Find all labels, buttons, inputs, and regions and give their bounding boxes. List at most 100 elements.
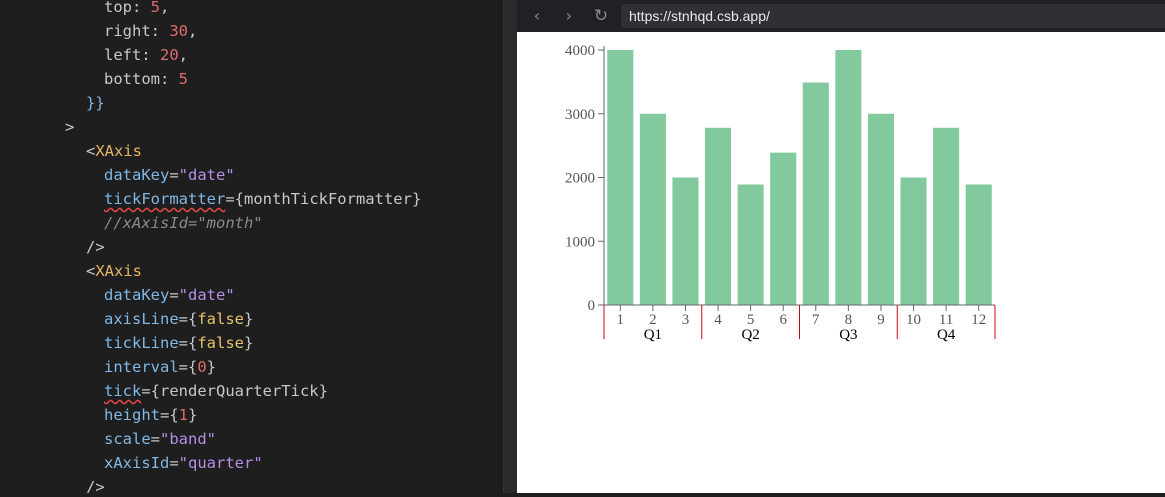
code-token: < (86, 262, 96, 280)
x-tick-label: 7 (812, 312, 820, 328)
bar (965, 184, 992, 305)
code-token: = (150, 430, 161, 448)
code-token: tickLine (104, 334, 179, 352)
bar (737, 184, 764, 305)
bar (770, 152, 797, 305)
x-tick-label: 10 (906, 312, 921, 328)
code-token: , (188, 22, 198, 40)
code-line[interactable]: > (65, 115, 74, 139)
x-tick-label: 6 (779, 312, 787, 328)
code-token: ={renderQuarterTick} (141, 382, 328, 400)
code-token: false (197, 310, 244, 328)
code-token: = (169, 166, 179, 184)
bar (607, 50, 634, 305)
code-token: //xAxisId="month" (104, 214, 263, 232)
bar (639, 113, 666, 305)
code-token: scale (104, 430, 151, 448)
x-tick-label: 5 (747, 312, 755, 328)
code-token: , (160, 0, 170, 16)
code-token: interval (104, 358, 179, 376)
bar (933, 127, 960, 306)
code-token: > (65, 118, 75, 136)
x-tick-label: 2 (649, 312, 657, 328)
code-line[interactable]: dataKey="date" (104, 163, 235, 187)
x-tick-label: 9 (877, 312, 885, 328)
code-line[interactable]: interval={0} (104, 355, 216, 379)
editor-scrollbar[interactable] (503, 0, 518, 493)
reload-icon[interactable]: ↻ (593, 6, 609, 26)
chart-area: 0 1000 2000 3000 4000 1 2 3 4 5 6 7 8 9 10 11 12 Q1 Q2 Q3 Q4 (517, 32, 1165, 493)
bar (900, 177, 927, 305)
code-token: } (244, 310, 254, 328)
code-token: ={monthTickFormatter} (225, 190, 422, 208)
code-token: , (178, 46, 189, 64)
y-tick-label: 0 (588, 298, 596, 314)
y-tick-label: 3000 (565, 107, 595, 123)
code-line[interactable]: tickLine={false} (104, 331, 253, 355)
code-line[interactable]: <XAxis (86, 139, 142, 163)
code-token: } (244, 334, 254, 352)
code-token: dataKey (104, 286, 170, 304)
code-token: axisLine (104, 310, 179, 328)
x-tick-label: 3 (682, 312, 690, 328)
bar (835, 50, 862, 305)
code-line[interactable]: tickFormatter={monthTickFormatter} (104, 187, 421, 211)
browser-preview: ‹ › ↻ https://stnhqd.csb.app/ 0 1000 2000 3… (517, 0, 1165, 493)
code-line[interactable]: }} (86, 91, 105, 115)
code-token: 1 (178, 406, 189, 424)
bar (802, 82, 829, 305)
code-token: /> (86, 238, 105, 256)
code-editor[interactable]: top: 5, right: 30, left: 20, bottom: 5}} > <X… (0, 0, 503, 493)
code-line[interactable]: xAxisId="quarter" (104, 451, 263, 475)
code-line[interactable]: left: 20, (104, 43, 188, 67)
code-token: bottom: (104, 70, 179, 88)
code-line[interactable]: /> (86, 475, 105, 493)
code-token: = (169, 286, 179, 304)
x-tick-label: 12 (971, 312, 986, 328)
code-line[interactable]: /> (86, 235, 105, 259)
code-line[interactable]: tick={renderQuarterTick} (104, 379, 328, 403)
code-token: 0 (197, 358, 207, 376)
code-line[interactable]: top: 5, (104, 0, 169, 19)
code-token: left: (104, 46, 160, 64)
code-token: 5 (150, 0, 161, 16)
bar (672, 177, 699, 305)
code-token: ={ (160, 406, 179, 424)
y-tick-label: 4000 (565, 43, 595, 59)
code-token: } (206, 358, 217, 376)
code-line[interactable]: right: 30, (104, 19, 197, 43)
bar (867, 113, 894, 305)
y-tick-label: 1000 (565, 234, 595, 250)
code-token: "band" (160, 430, 217, 448)
code-token: "quarter" (178, 454, 263, 472)
address-bar[interactable]: https://stnhqd.csb.app/ (621, 4, 1165, 28)
code-line[interactable]: axisLine={false} (104, 307, 253, 331)
code-line[interactable]: bottom: 5 (104, 67, 188, 91)
code-token: right: (104, 22, 170, 40)
code-line[interactable]: dataKey="date" (104, 283, 235, 307)
x-tick-label: 1 (617, 312, 625, 328)
code-line[interactable]: scale="band" (104, 427, 216, 451)
code-token: 5 (178, 70, 188, 88)
quarter-label: Q3 (839, 327, 857, 343)
code-token: ={ (178, 310, 198, 328)
url-text[interactable]: https://stnhqd.csb.app/ (629, 8, 770, 24)
code-line[interactable]: <XAxis (86, 259, 142, 283)
code-token: XAxis (95, 262, 143, 280)
code-token: tick (104, 382, 142, 400)
code-token: = (169, 454, 179, 472)
code-token: ={ (178, 334, 198, 352)
code-line[interactable]: height={1} (104, 403, 197, 427)
code-token: 20 (160, 46, 179, 64)
x-tick-label: 11 (939, 312, 953, 328)
code-token: "date" (178, 166, 235, 184)
quarter-label: Q2 (741, 327, 759, 343)
code-token: 30 (169, 22, 188, 40)
chevron-right-icon[interactable]: › (565, 6, 573, 25)
code-token: height (104, 406, 160, 424)
code-line[interactable]: //xAxisId="month" (104, 211, 263, 235)
code-token: XAxis (95, 142, 143, 160)
chevron-left-icon[interactable]: ‹ (533, 6, 541, 25)
quarter-label: Q4 (937, 327, 956, 343)
